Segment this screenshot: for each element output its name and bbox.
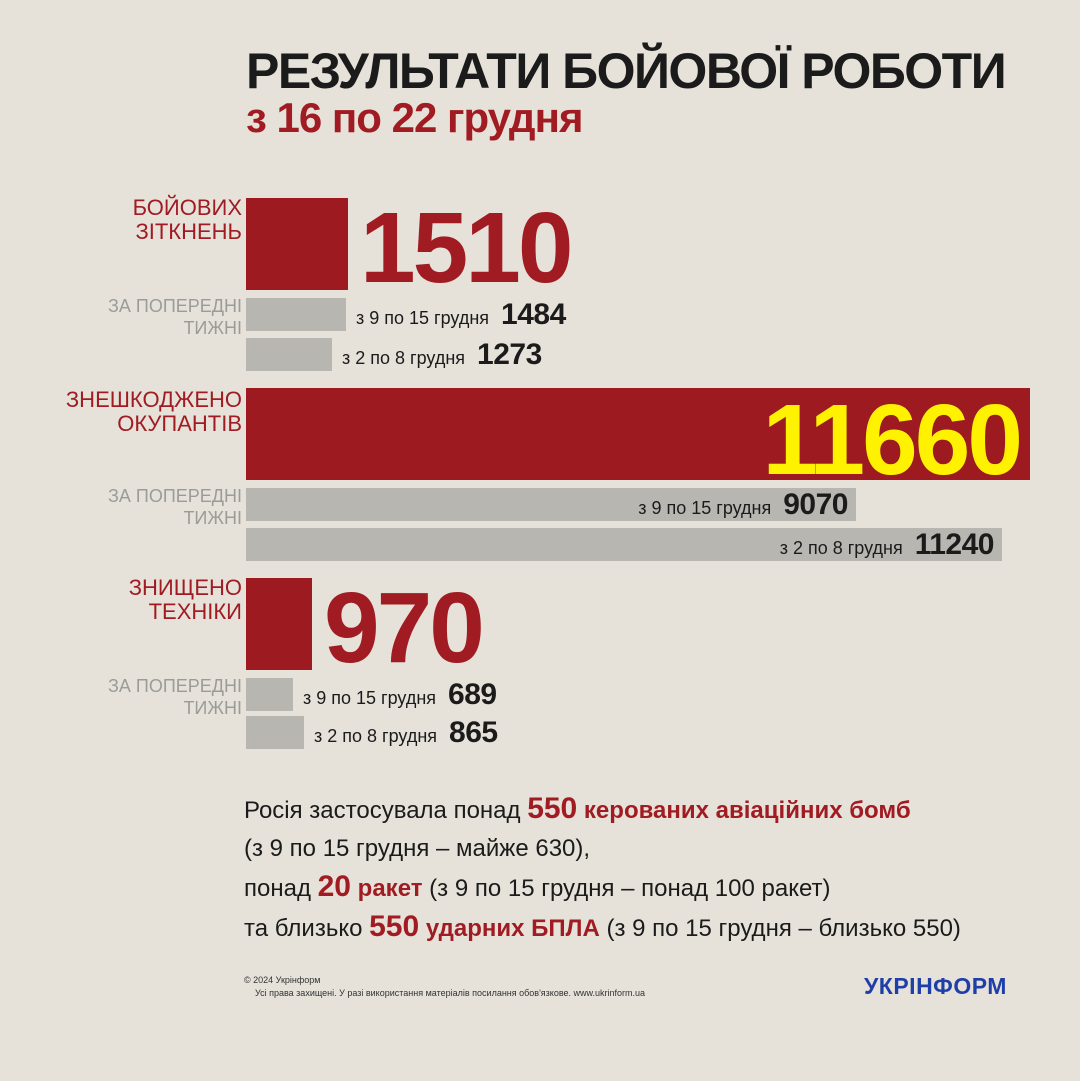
- bar-prev-occupants-week2: [246, 528, 1002, 561]
- bar-current-clashes: [246, 198, 348, 290]
- prev-period: з 2 по 8 грудня: [314, 726, 438, 746]
- summary-emphasis-bombs: керованих авіаційних бомб: [583, 797, 911, 824]
- prev-number: 865: [449, 716, 498, 749]
- bar-prev-equipment-week1: [246, 678, 293, 711]
- summary-emphasis-drones: ударних БПЛА: [425, 915, 600, 942]
- summary-number-missiles: 20: [317, 870, 351, 903]
- summary-line-missiles: понад 20 ракет (з 9 по 15 грудня – понад…: [244, 868, 961, 908]
- prev-value-clashes-week2: з 2 по 8 грудня 1273: [342, 338, 542, 371]
- prev-value-clashes-week1: з 9 по 15 грудня 1484: [356, 298, 566, 331]
- prev-period: з 2 по 8 грудня: [779, 538, 903, 558]
- summary-text: понад: [244, 875, 311, 902]
- summary-number-drones: 550: [369, 910, 420, 943]
- prev-number: 689: [448, 678, 497, 711]
- prev-period: з 9 по 15 грудня: [638, 498, 772, 518]
- prev-value-equipment-week2: з 2 по 8 грудня 865: [314, 716, 498, 749]
- summary-text: та близько: [244, 915, 363, 942]
- bar-current-occupants: [246, 388, 1030, 480]
- summary-line-bombs: Росія застосувала понад 550 керованих ав…: [244, 790, 961, 830]
- value-current-occupants: 11660: [762, 384, 1023, 496]
- prev-period: з 9 по 15 грудня: [356, 308, 490, 328]
- prev-value-occupants-week1: з 9 по 15 грудня 9070: [246, 488, 848, 521]
- summary-emphasis-missiles: ракет: [357, 875, 423, 902]
- prev-value-equipment-week1: з 9 по 15 грудня 689: [303, 678, 497, 711]
- category-label-clashes: БОЙОВИХ ЗІТКНЕНЬ: [132, 195, 242, 245]
- previous-weeks-label-equipment: ЗА ПОПЕРЕДНІ ТИЖНІ: [108, 676, 242, 718]
- ukrinform-logo: УКРІНФОРМ: [864, 973, 1007, 999]
- previous-weeks-label-occupants: ЗА ПОПЕРЕДНІ ТИЖНІ: [108, 486, 242, 528]
- page-subtitle: з 16 по 22 грудня: [246, 94, 583, 141]
- copyright-text: © 2024 Укрінформ: [244, 975, 321, 985]
- category-label-occupants: ЗНЕШКОДЖЕНО ОКУПАНТІВ: [65, 387, 242, 437]
- summary-block: Росія застосувала понад 550 керованих ав…: [244, 790, 961, 948]
- summary-number-bombs: 550: [527, 792, 578, 825]
- prev-number: 1273: [477, 338, 542, 371]
- bar-prev-equipment-week2: [246, 716, 304, 749]
- bar-prev-occupants-week1: [246, 488, 856, 521]
- prev-number: 11240: [914, 528, 995, 561]
- prev-period: з 9 по 15 грудня: [303, 688, 437, 708]
- rights-text: Усі права захищені. У разі використання …: [255, 988, 646, 998]
- value-current-equipment: 970: [324, 572, 485, 684]
- prev-value-occupants-week2: з 2 по 8 грудня 11240: [246, 528, 995, 561]
- previous-weeks-label-clashes: ЗА ПОПЕРЕДНІ ТИЖНІ: [108, 296, 242, 338]
- bar-prev-clashes-week2: [246, 338, 332, 371]
- category-label-equipment: ЗНИЩЕНО ТЕХНІКИ: [128, 575, 242, 625]
- summary-line-drones: та близько 550 ударних БПЛА (з 9 по 15 г…: [244, 908, 961, 948]
- bar-prev-clashes-week1: [246, 298, 346, 331]
- summary-text: (з 9 по 15 грудня – близько 550): [606, 915, 961, 942]
- prev-period: з 2 по 8 грудня: [342, 348, 466, 368]
- bar-current-equipment: [246, 578, 312, 670]
- prev-number: 1484: [501, 298, 566, 331]
- summary-line-bombs-prev: (з 9 по 15 грудня – майже 630),: [244, 835, 591, 862]
- summary-text: (з 9 по 15 грудня – понад 100 ракет): [429, 875, 831, 902]
- prev-number: 9070: [783, 488, 848, 521]
- value-current-clashes: 1510: [360, 192, 573, 304]
- summary-text: Росія застосувала понад: [244, 797, 521, 824]
- page-title: РЕЗУЛЬТАТИ БОЙОВОЇ РОБОТИ: [246, 43, 1007, 99]
